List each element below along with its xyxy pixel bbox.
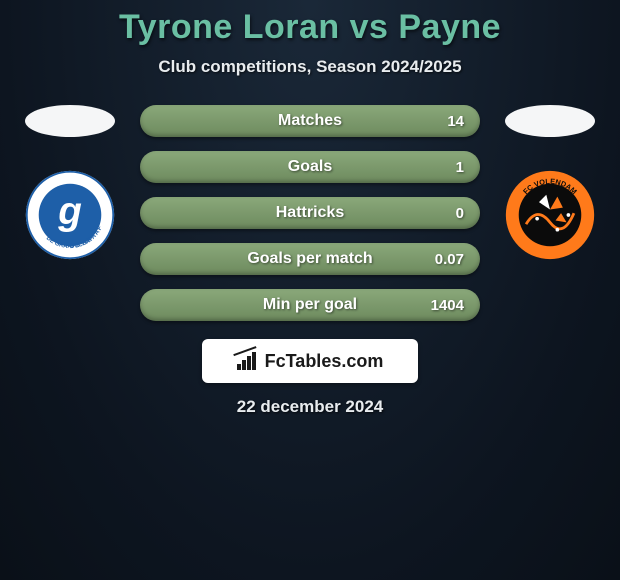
stat-value: 0.07 [435,251,464,268]
stat-value: 0 [456,205,464,222]
page-title: Tyrone Loran vs Payne [0,8,620,47]
stat-value: 1 [456,159,464,176]
stat-bar-min-per-goal: Min per goal 1404 [140,289,480,321]
stat-label: Goals per match [247,250,372,268]
comparison-card: Tyrone Loran vs Payne Club competitions,… [0,0,620,417]
right-column: FC VOLENDAM [500,105,600,261]
stat-bar-goals-per-match: Goals per match 0.07 [140,243,480,275]
svg-text:g: g [57,190,82,233]
stat-value: 1404 [431,297,464,314]
chart-icon [237,352,259,370]
left-column: g DE GRAAFSCHAP DE GRAAFSCHAP [20,105,120,261]
de-graafschap-logo-icon: g DE GRAAFSCHAP DE GRAAFSCHAP [24,167,116,263]
stat-label: Hattricks [276,204,344,222]
stats-column: Matches 14 Goals 1 Hattricks 0 Goals per… [140,105,480,321]
brand-text: FcTables.com [265,351,384,372]
main-row: g DE GRAAFSCHAP DE GRAAFSCHAP Matches [0,105,620,321]
stat-label: Matches [278,112,342,130]
stat-bar-goals: Goals 1 [140,151,480,183]
stat-label: Goals [288,158,332,176]
subtitle: Club competitions, Season 2024/2025 [0,57,620,77]
date-line: 22 december 2024 [0,397,620,417]
stat-value: 14 [447,113,464,130]
player-avatar-left [25,105,115,137]
brand-box[interactable]: FcTables.com [202,339,418,383]
player-avatar-right [505,105,595,137]
club-badge-left: g DE GRAAFSCHAP DE GRAAFSCHAP [24,169,116,261]
club-badge-right: FC VOLENDAM [504,169,596,261]
stat-label: Min per goal [263,296,357,314]
stat-bar-hattricks: Hattricks 0 [140,197,480,229]
stat-bar-matches: Matches 14 [140,105,480,137]
fc-volendam-logo-icon: FC VOLENDAM [504,167,596,263]
